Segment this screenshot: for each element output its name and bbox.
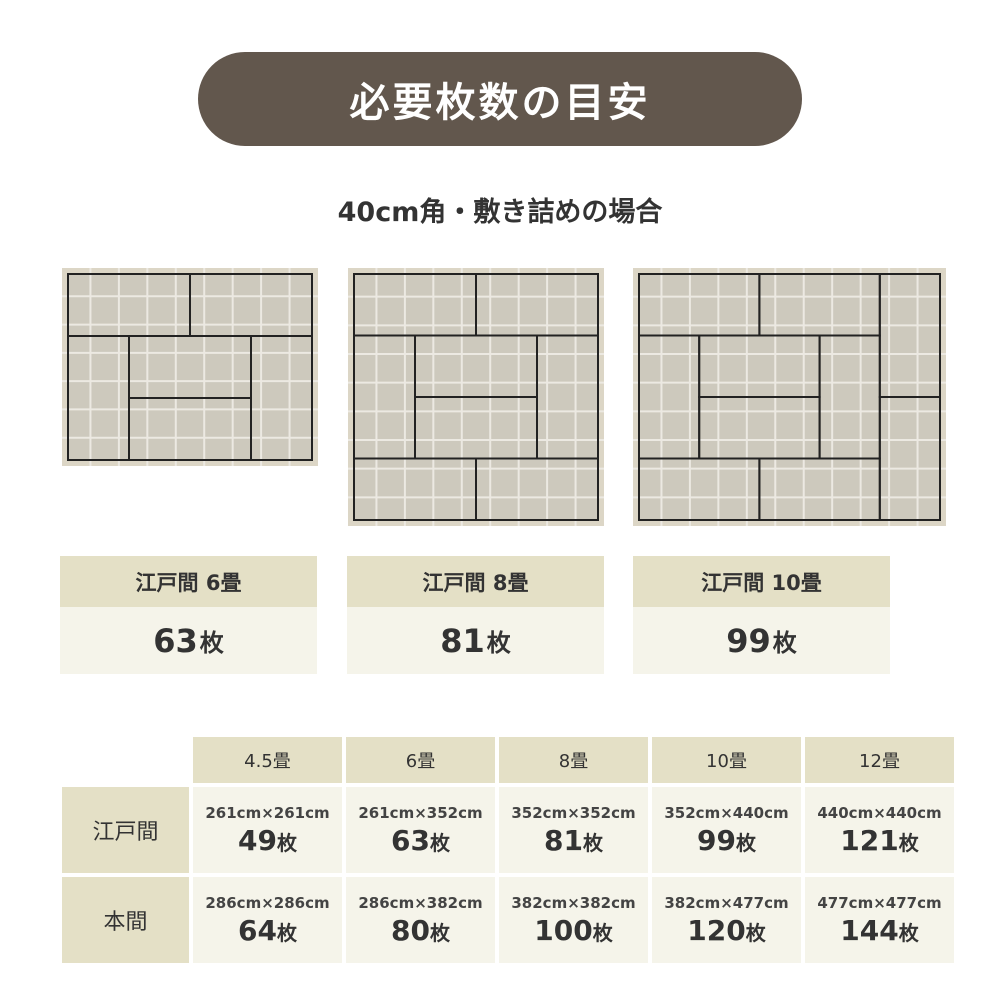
row-header: 江戸間 bbox=[62, 787, 189, 873]
section-title: 必要枚数の目安 bbox=[198, 52, 802, 146]
count: 80枚 bbox=[346, 914, 495, 947]
count: 99 bbox=[726, 621, 771, 660]
card-label: 江戸間 6畳 bbox=[60, 556, 317, 607]
tatami-mat bbox=[250, 335, 313, 461]
dimensions: 477cm×477cm bbox=[817, 893, 942, 912]
card-label: 江戸間 8畳 bbox=[347, 556, 604, 607]
unit: 枚 bbox=[735, 830, 756, 855]
dimensions: 261cm×352cm bbox=[358, 803, 483, 822]
count: 100枚 bbox=[499, 914, 648, 947]
table-cell: 261cm×352cm 63枚 bbox=[346, 787, 495, 873]
count-number: 121 bbox=[840, 823, 899, 857]
dimensions: 286cm×382cm bbox=[358, 893, 483, 912]
card-value: 63 枚 bbox=[60, 607, 317, 674]
table-cell: 261cm×261cm 49枚 bbox=[193, 787, 342, 873]
dimensions: 440cm×440cm bbox=[817, 803, 942, 822]
count-number: 64 bbox=[238, 913, 277, 947]
corner bbox=[62, 737, 189, 783]
unit: 枚 bbox=[429, 830, 450, 855]
dimensions: 261cm×261cm bbox=[205, 803, 330, 822]
dimensions: 352cm×440cm bbox=[664, 803, 789, 822]
unit: 枚 bbox=[772, 629, 797, 657]
count-number: 81 bbox=[544, 823, 583, 857]
row-header: 本間 bbox=[62, 877, 189, 963]
count: 63枚 bbox=[346, 824, 495, 857]
card-edo-10: 江戸間 10畳 99 枚 bbox=[633, 556, 890, 674]
table-cell: 352cm×352cm 81枚 bbox=[499, 787, 648, 873]
unit: 枚 bbox=[592, 920, 613, 945]
subtitle: 40cm角・敷き詰めの場合 bbox=[337, 197, 663, 228]
unit: 枚 bbox=[276, 920, 297, 945]
unit: 枚 bbox=[898, 920, 919, 945]
count: 81枚 bbox=[499, 824, 648, 857]
col-header: 6畳 bbox=[346, 737, 495, 783]
count-number: 100 bbox=[534, 913, 593, 947]
unit: 枚 bbox=[276, 830, 297, 855]
dimensions: 382cm×477cm bbox=[664, 893, 789, 912]
count: 81 bbox=[440, 621, 485, 660]
unit: 枚 bbox=[199, 629, 224, 657]
col-header: 10畳 bbox=[652, 737, 801, 783]
table-cell: 286cm×382cm 80枚 bbox=[346, 877, 495, 963]
col-header: 12畳 bbox=[805, 737, 954, 783]
unit: 枚 bbox=[486, 629, 511, 657]
count: 144枚 bbox=[805, 914, 954, 947]
tatami-diagram-6 bbox=[62, 268, 318, 466]
dimensions: 286cm×286cm bbox=[205, 893, 330, 912]
count-number: 120 bbox=[687, 913, 746, 947]
tatami-diagram-8 bbox=[348, 268, 604, 526]
count-number: 99 bbox=[697, 823, 736, 857]
dimensions: 352cm×352cm bbox=[511, 803, 636, 822]
table-cell: 286cm×286cm 64枚 bbox=[193, 877, 342, 963]
table-cell: 477cm×477cm 144枚 bbox=[805, 877, 954, 963]
card-value: 99 枚 bbox=[633, 607, 890, 674]
unit: 枚 bbox=[429, 920, 450, 945]
tatami-diagram-10 bbox=[633, 268, 946, 526]
col-header: 4.5畳 bbox=[193, 737, 342, 783]
count-number: 80 bbox=[391, 913, 430, 947]
table-row: 江戸間 261cm×261cm 49枚 261cm×352cm 63枚 352cm×352… bbox=[62, 787, 954, 873]
table-cell: 382cm×382cm 100枚 bbox=[499, 877, 648, 963]
table-cell: 440cm×440cm 121枚 bbox=[805, 787, 954, 873]
count: 63 bbox=[153, 621, 198, 660]
table-cell: 352cm×440cm 99枚 bbox=[652, 787, 801, 873]
count: 99枚 bbox=[652, 824, 801, 857]
col-header: 8畳 bbox=[499, 737, 648, 783]
table-row: 本間 286cm×286cm 64枚 286cm×382cm 80枚 382cm×382c… bbox=[62, 877, 954, 963]
count-number: 49 bbox=[238, 823, 277, 857]
count: 120枚 bbox=[652, 914, 801, 947]
unit: 枚 bbox=[898, 830, 919, 855]
card-edo-6: 江戸間 6畳 63 枚 bbox=[60, 556, 317, 674]
count: 64枚 bbox=[193, 914, 342, 947]
count-number: 144 bbox=[840, 913, 899, 947]
table-cell: 382cm×477cm 120枚 bbox=[652, 877, 801, 963]
card-value: 81 枚 bbox=[347, 607, 604, 674]
tatami-mat bbox=[758, 457, 881, 521]
count-number: 63 bbox=[391, 823, 430, 857]
dimensions: 382cm×382cm bbox=[511, 893, 636, 912]
unit: 枚 bbox=[582, 830, 603, 855]
count-table: 4.5畳 6畳 8畳 10畳 12畳 江戸間 261cm×261cm 49枚 261c… bbox=[58, 733, 958, 967]
count: 49枚 bbox=[193, 824, 342, 857]
count: 121枚 bbox=[805, 824, 954, 857]
card-edo-8: 江戸間 8畳 81 枚 bbox=[347, 556, 604, 674]
tatami-mat bbox=[475, 457, 599, 521]
unit: 枚 bbox=[745, 920, 766, 945]
card-label: 江戸間 10畳 bbox=[633, 556, 890, 607]
